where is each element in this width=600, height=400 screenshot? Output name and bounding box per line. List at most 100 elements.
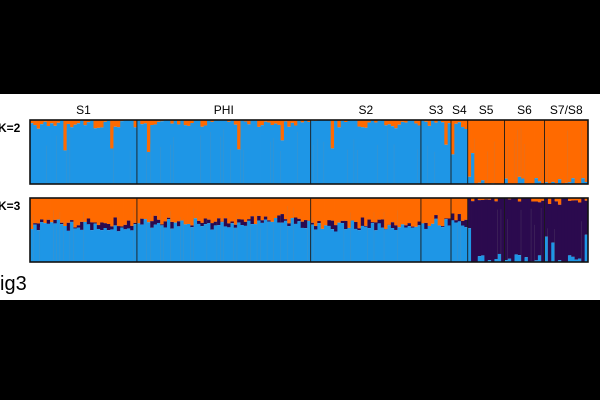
individual-bar (130, 230, 134, 262)
individual-bar (237, 120, 241, 150)
population-label: S6 (517, 103, 532, 117)
individual-bar (557, 179, 562, 184)
individual-bar (187, 223, 191, 262)
individual-bar (283, 219, 288, 221)
individual-bar (100, 230, 104, 262)
individual-bar (410, 227, 415, 262)
individual-bar (444, 218, 449, 220)
individual-bar (36, 223, 41, 231)
individual-bar (223, 198, 228, 219)
individual-bar (397, 227, 402, 262)
individual-bar (96, 198, 101, 226)
individual-bar (210, 198, 215, 224)
individual-bar (504, 178, 509, 184)
individual-bar (43, 198, 48, 224)
individual-bar (447, 225, 452, 262)
individual-bar (260, 220, 265, 223)
individual-bar (464, 227, 469, 262)
individual-bar (547, 120, 552, 184)
individual-bar (374, 222, 378, 231)
individual-bar (424, 120, 429, 122)
individual-bar (287, 126, 292, 184)
individual-bar (430, 223, 435, 262)
individual-bar (177, 124, 181, 184)
individual-bar (561, 120, 566, 184)
individual-bar (293, 217, 298, 224)
individual-bar (190, 227, 195, 262)
individual-bar (410, 120, 415, 184)
individual-bar (50, 120, 54, 124)
individual-bar (454, 120, 459, 124)
individual-bar (567, 200, 572, 256)
individual-bar (140, 218, 144, 225)
individual-bar (387, 198, 392, 225)
individual-bar (130, 120, 134, 184)
individual-bar (417, 221, 422, 226)
individual-bar (33, 125, 38, 184)
individual-bar (36, 198, 41, 224)
individual-bar (497, 120, 502, 184)
individual-bar (417, 225, 422, 262)
individual-bar (380, 198, 385, 220)
individual-bar (63, 120, 68, 151)
individual-bar (457, 221, 462, 262)
individual-bar (467, 176, 472, 184)
individual-bar (63, 150, 68, 184)
individual-bar (190, 225, 195, 228)
individual-bar (447, 198, 452, 219)
individual-bar (334, 198, 338, 226)
individual-bar (417, 120, 422, 126)
individual-bar (200, 222, 205, 227)
individual-bar (364, 198, 368, 226)
individual-bar (521, 198, 525, 262)
individual-bar (414, 120, 418, 124)
individual-bar (50, 123, 54, 184)
individual-bar (203, 120, 208, 126)
individual-bar (240, 120, 245, 184)
individual-bar (360, 120, 365, 128)
individual-bar (461, 198, 465, 221)
individual-bar (76, 198, 81, 226)
individual-bar (537, 198, 542, 203)
individual-bar (233, 124, 238, 184)
individual-bar (76, 227, 81, 262)
individual-bar (457, 214, 462, 222)
individual-bar (207, 198, 211, 220)
individual-bar (153, 215, 158, 225)
individual-bar (534, 260, 539, 262)
individual-bar (297, 221, 302, 262)
individual-bar (434, 215, 439, 219)
individual-bar (454, 222, 459, 262)
individual-bar (524, 120, 529, 184)
individual-bar (340, 223, 345, 262)
individual-bar (220, 198, 225, 222)
individual-bar (197, 220, 201, 224)
individual-bar (40, 120, 44, 125)
individual-bar (400, 120, 405, 122)
individual-bar (400, 224, 405, 262)
individual-bar (574, 120, 579, 184)
individual-bar (170, 120, 175, 124)
individual-bar (156, 219, 161, 223)
individual-bar (143, 123, 148, 184)
individual-bar (153, 124, 158, 184)
individual-bar (420, 198, 425, 224)
individual-bar (200, 120, 205, 127)
individual-bar (213, 120, 218, 184)
individual-bar (504, 260, 509, 262)
individual-bar (66, 123, 71, 184)
individual-bar (133, 120, 138, 128)
individual-bar (551, 181, 555, 184)
individual-bar (364, 225, 368, 227)
individual-bar (461, 220, 465, 226)
individual-bar (110, 148, 114, 184)
individual-bar (96, 225, 101, 229)
individual-bar (207, 219, 211, 224)
individual-bar (584, 198, 589, 201)
individual-bar (50, 222, 54, 262)
individual-bar (133, 127, 138, 184)
individual-bar (340, 220, 345, 224)
individual-bar (280, 198, 285, 215)
individual-bar (46, 219, 51, 224)
individual-bar (96, 120, 101, 128)
